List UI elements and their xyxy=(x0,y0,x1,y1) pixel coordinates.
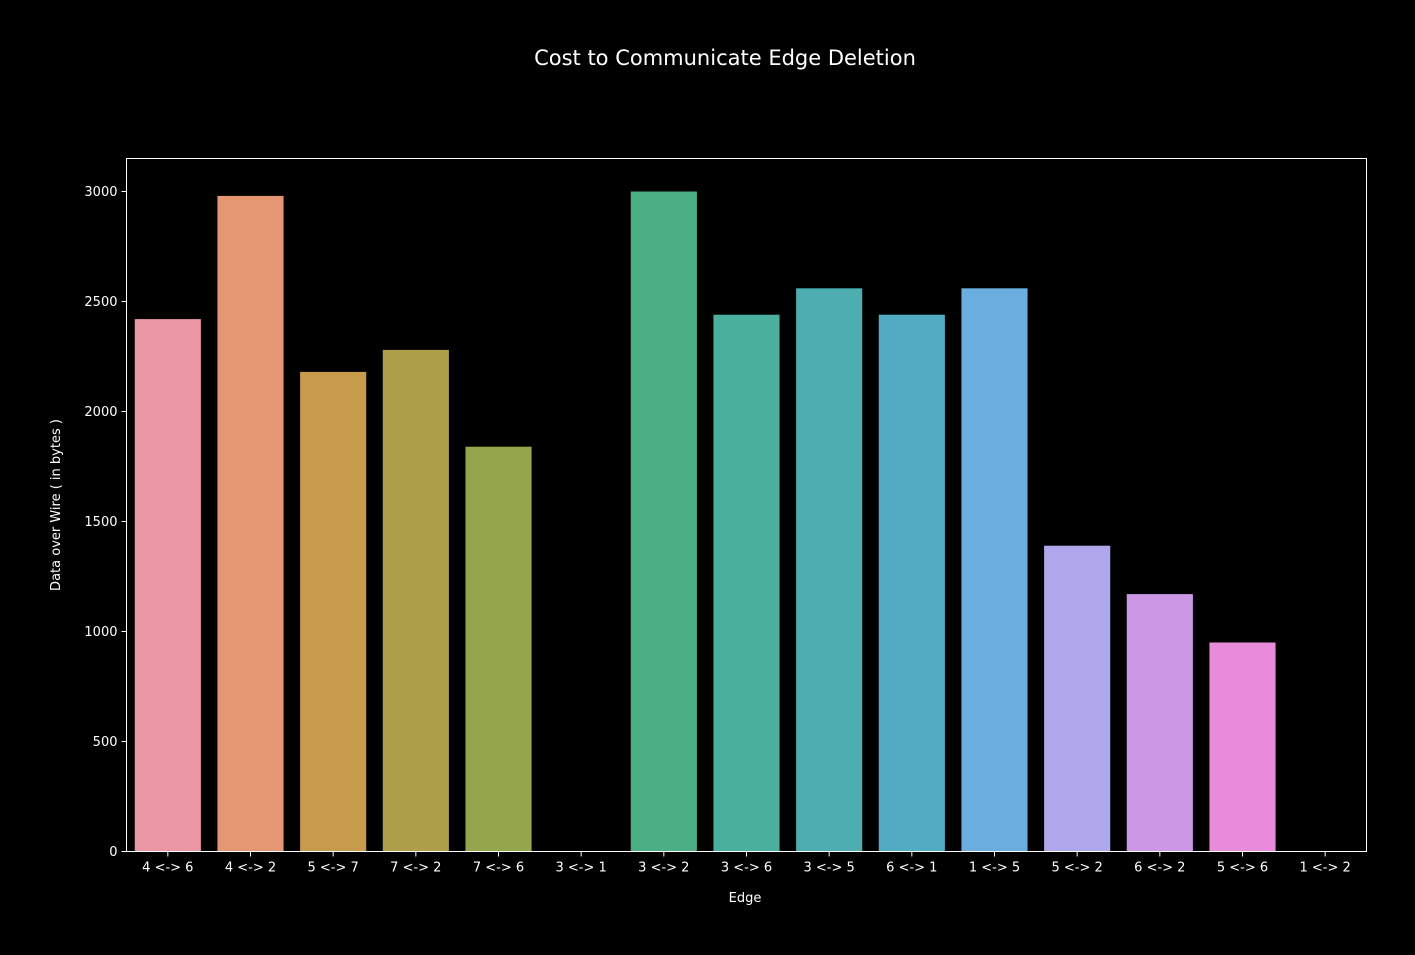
x-tick-label-1: 4 <-> 2 xyxy=(225,861,276,876)
x-axis-label: Edge xyxy=(729,891,762,906)
bar-9 xyxy=(878,314,945,852)
x-tick-label-10: 1 <-> 5 xyxy=(969,861,1020,876)
x-tick-label-9: 6 <-> 1 xyxy=(886,861,937,876)
y-tick-label-5: 2500 xyxy=(84,295,117,310)
x-tick-label-3: 7 <-> 2 xyxy=(390,861,441,876)
bar-3 xyxy=(382,349,449,852)
x-tick-label-0: 4 <-> 6 xyxy=(142,861,193,876)
x-tick-label-6: 3 <-> 2 xyxy=(638,861,689,876)
bar-8 xyxy=(796,288,863,852)
x-tick-label-7: 3 <-> 6 xyxy=(721,861,772,876)
x-tick-label-14: 1 <-> 2 xyxy=(1300,861,1351,876)
x-tick-label-5: 3 <-> 1 xyxy=(556,861,607,876)
chart-title: Cost to Communicate Edge Deletion xyxy=(534,46,916,70)
y-tick-label-3: 1500 xyxy=(84,515,117,530)
bar-11 xyxy=(1044,545,1111,852)
x-tick-label-2: 5 <-> 7 xyxy=(308,861,359,876)
y-axis: 0 500 1000 1500 2000 2500 3000 xyxy=(84,185,127,860)
x-tick-label-12: 6 <-> 2 xyxy=(1134,861,1185,876)
bar-13 xyxy=(1209,642,1276,852)
bar-12 xyxy=(1126,594,1193,852)
bar-0 xyxy=(134,319,201,852)
x-tick-label-4: 7 <-> 6 xyxy=(473,861,524,876)
bar-2 xyxy=(300,371,367,852)
y-axis-label: Data over Wire ( in bytes ) xyxy=(49,419,64,591)
y-tick-label-1: 500 xyxy=(93,735,118,750)
bar-1 xyxy=(217,195,284,852)
y-tick-label-4: 2000 xyxy=(84,405,117,420)
x-tick-label-11: 5 <-> 2 xyxy=(1052,861,1103,876)
bar-6 xyxy=(630,191,697,852)
x-tick-label-13: 5 <-> 6 xyxy=(1217,861,1268,876)
bar-4 xyxy=(465,446,532,852)
y-tick-label-2: 1000 xyxy=(84,625,117,640)
y-tick-label-6: 3000 xyxy=(84,185,117,200)
bar-7 xyxy=(713,314,780,852)
bar-10 xyxy=(961,288,1028,852)
y-tick-label-0: 0 xyxy=(109,845,117,860)
x-axis: 4 <-> 6 4 <-> 2 5 <-> 7 7 <-> 2 7 <-> 6 3 <->… xyxy=(142,851,1351,876)
x-tick-label-8: 3 <-> 5 xyxy=(804,861,855,876)
bars-group xyxy=(134,191,1276,852)
